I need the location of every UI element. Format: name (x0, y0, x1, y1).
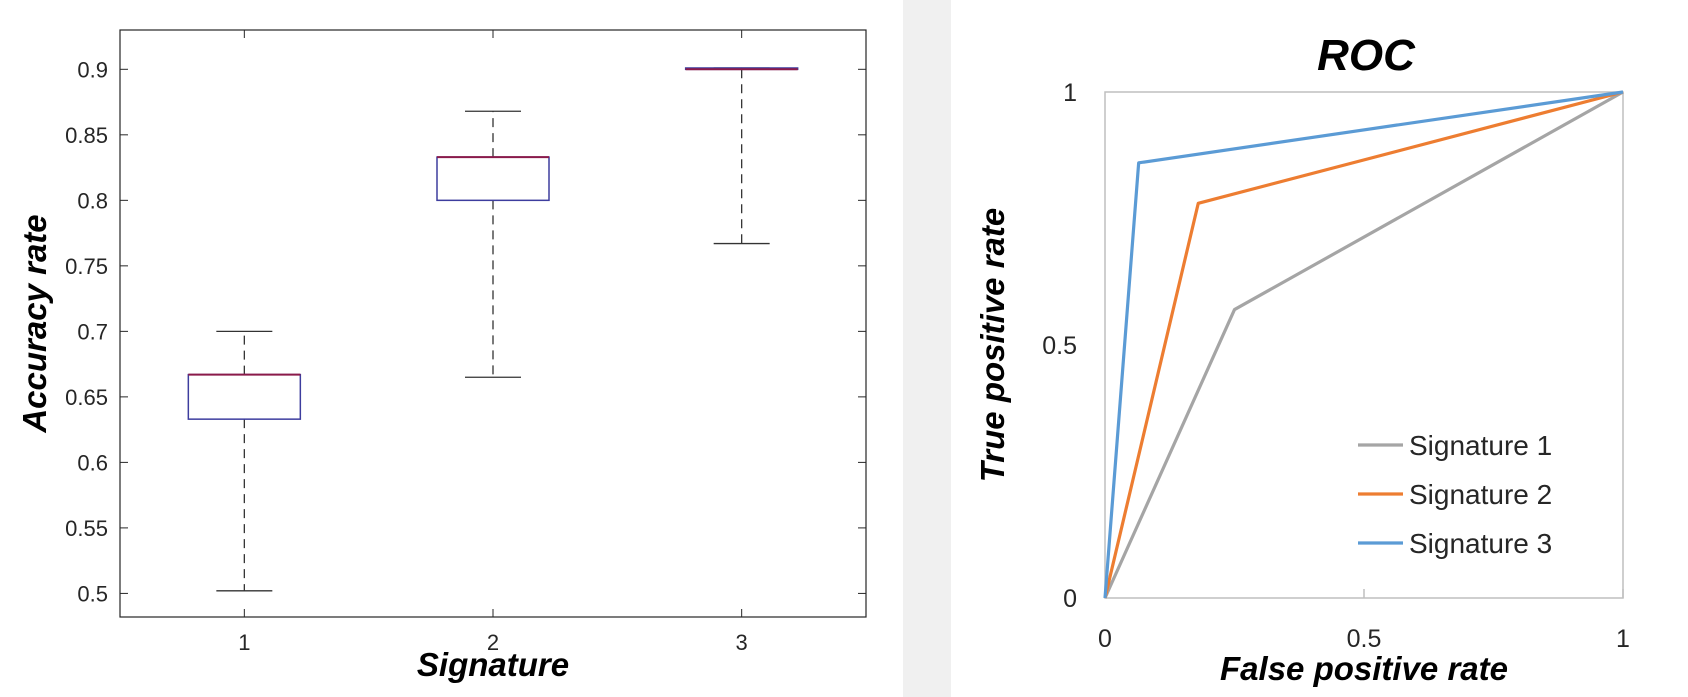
y-tick-label: 1 (1063, 79, 1077, 107)
axis-ticks: 0 0.5 1 0 0.5 1 (1042, 79, 1630, 653)
y-tick-label: 0.7 (77, 319, 108, 344)
box-2 (436, 110, 550, 378)
legend-label: Signature 3 (1409, 528, 1552, 559)
y-axis-title: True positive rate (974, 208, 1011, 483)
y-tick-label: 0.8 (77, 188, 108, 213)
legend-label: Signature 2 (1409, 479, 1552, 510)
box-3 (684, 67, 799, 245)
y-tick-label: 0.65 (65, 385, 108, 410)
boxplot-panel: 0.5 0.55 0.6 0.65 0.7 0.75 0.8 0.85 0.9 1 2 3 Sign… (0, 0, 903, 697)
roc-series-lines (1103, 90, 1624, 599)
series-line (1103, 90, 1624, 599)
series-line (1103, 90, 1624, 599)
chart-title: ROC (1317, 31, 1416, 80)
roc-panel: ROC 0 0.5 1 0 0.5 1 Signature 1 Signature 2 Sig… (951, 0, 1688, 697)
x-axis-ticks: 1 2 3 (238, 30, 748, 655)
y-tick-label: 0.75 (65, 254, 108, 279)
plot-area-frame (1104, 91, 1624, 599)
box-marks (187, 67, 799, 592)
y-tick-label: 0.5 (77, 581, 108, 606)
x-tick-label: 0 (1098, 625, 1112, 653)
boxplot-chart: 0.5 0.55 0.6 0.65 0.7 0.75 0.8 0.85 0.9 1 2 3 Sign… (16, 29, 867, 683)
x-tick-label: 0.5 (1347, 625, 1382, 653)
y-tick-label: 0.9 (77, 57, 108, 82)
y-tick-label: 0.5 (1042, 332, 1077, 360)
x-tick-label: 1 (1616, 625, 1630, 653)
y-tick-label: 0.6 (77, 450, 108, 475)
legend-item: Signature 2 (1358, 479, 1552, 510)
legend-label: Signature 1 (1409, 430, 1552, 461)
y-tick-label: 0.85 (65, 123, 108, 148)
y-tick-label: 0.55 (65, 516, 108, 541)
x-tick-label: 3 (736, 630, 748, 655)
y-tick-label: 0 (1063, 585, 1077, 613)
series-line (1103, 90, 1624, 599)
x-tick-label: 2 (487, 630, 499, 655)
x-axis-title: False positive rate (1220, 650, 1508, 687)
legend-item: Signature 3 (1358, 528, 1552, 559)
legend: Signature 1 Signature 2 Signature 3 (1358, 430, 1552, 559)
y-axis-title: Accuracy rate (16, 214, 53, 433)
y-axis-ticks: 0.5 0.55 0.6 0.65 0.7 0.75 0.8 0.85 0.9 (65, 57, 866, 606)
box-1 (187, 330, 302, 592)
legend-item: Signature 1 (1358, 430, 1552, 461)
x-axis-title: Signature (417, 646, 569, 683)
x-tick-label: 1 (238, 630, 250, 655)
